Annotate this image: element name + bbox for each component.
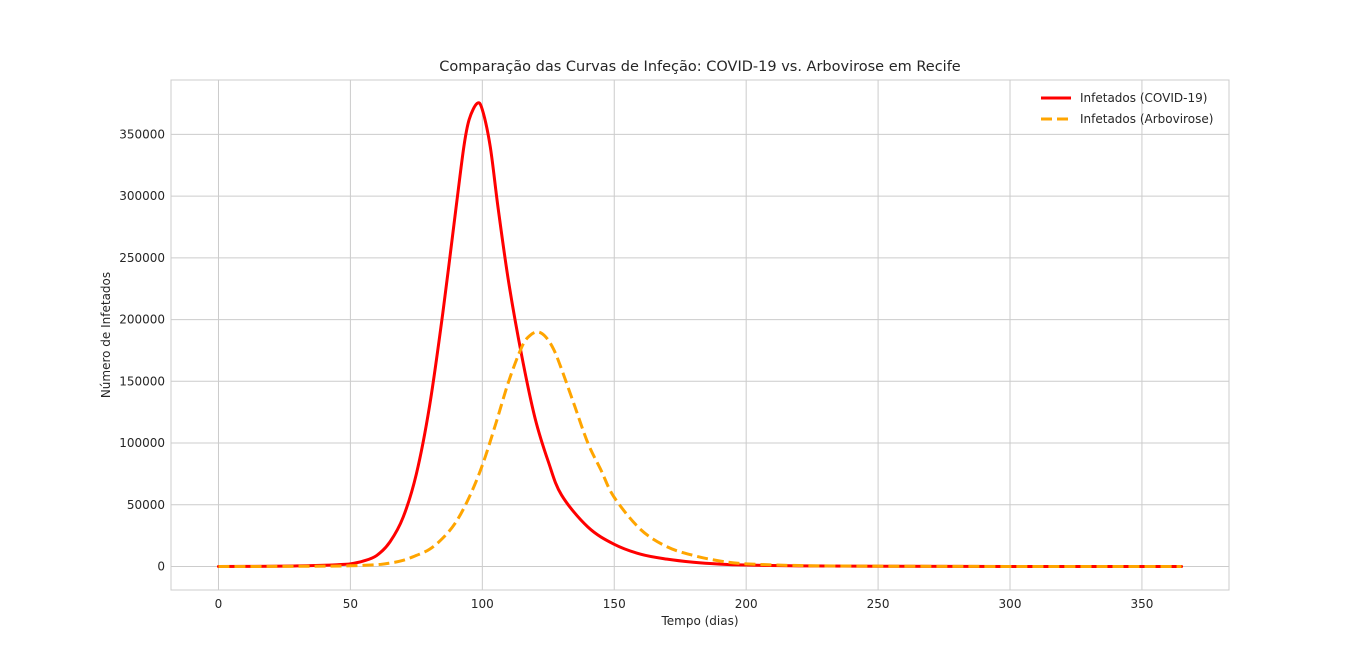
x-tick-label: 100 — [471, 597, 494, 611]
grid-lines — [171, 80, 1229, 590]
chart-title: Comparação das Curvas de Infeção: COVID-… — [439, 59, 961, 75]
y-tick-label: 0 — [157, 560, 165, 574]
x-tick-label: 50 — [343, 597, 358, 611]
y-axis-label: Número de Infetados — [99, 272, 113, 398]
y-tick-label: 250000 — [119, 251, 165, 265]
y-tick-label: 100000 — [119, 436, 165, 450]
series-line-arbovirose — [218, 330, 1182, 569]
y-tick-label: 200000 — [119, 313, 165, 327]
y-tick-label: 150000 — [119, 374, 165, 388]
x-tick-label: 200 — [735, 597, 758, 611]
y-tick-label: 50000 — [127, 498, 165, 512]
series-line-covid19 — [216, 101, 1184, 569]
series-lines — [216, 101, 1184, 569]
y-tick-label: 350000 — [119, 127, 165, 141]
legend-label: Infetados (COVID-19) — [1080, 91, 1207, 105]
x-tick-labels: 0 50 100 150 200 250 300 350 — [215, 597, 1154, 611]
x-tick-label: 350 — [1130, 597, 1153, 611]
y-tick-labels: 0 50000 100000 150000 200000 250000 300000 3500… — [119, 127, 165, 573]
legend: Infetados (COVID-19) Infetados (Arboviros… — [1041, 91, 1213, 126]
x-tick-label: 300 — [999, 597, 1022, 611]
x-tick-label: 0 — [215, 597, 223, 611]
x-tick-label: 150 — [603, 597, 626, 611]
plot-background — [171, 80, 1229, 590]
legend-label: Infetados (Arbovirose) — [1080, 112, 1213, 126]
x-tick-label: 250 — [867, 597, 890, 611]
plot-frame — [170, 79, 1230, 591]
y-tick-label: 300000 — [119, 189, 165, 203]
x-axis-label: Tempo (dias) — [660, 614, 738, 628]
